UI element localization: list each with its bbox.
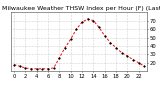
Text: Milwaukee Weather THSW Index per Hour (F) (Last 24 Hours): Milwaukee Weather THSW Index per Hour (F…	[2, 6, 160, 11]
